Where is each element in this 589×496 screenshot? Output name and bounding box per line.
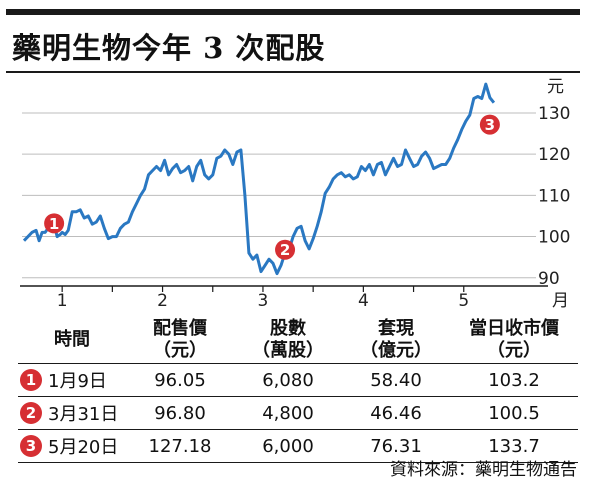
x-tick-label-1: 1: [57, 291, 68, 310]
badge-2-icon: 2: [20, 402, 42, 424]
source-note: 資料來源：藥明生物通告: [390, 460, 577, 480]
top-rule: [6, 9, 580, 15]
x-tick-label-3: 3: [258, 291, 269, 310]
cell-proceeds: 46.46: [342, 396, 450, 430]
table-header-row: 時間 配售價 （元） 股數 （萬股） 套現 （億元） 當日收市價 （元）: [18, 317, 578, 364]
cell-close: 133.7: [450, 429, 578, 463]
marker-1-icon: 1: [44, 213, 65, 234]
marker-label-2: 2: [280, 241, 290, 259]
cell-price: 127.18: [126, 429, 234, 463]
table-row: 1 1月9日 96.05 6,080 58.40 103.2: [18, 363, 578, 397]
y-tick-label-100: 100: [538, 228, 570, 248]
x-tick-label-4: 4: [358, 291, 369, 310]
header-shares: 股數 （萬股）: [252, 318, 324, 361]
title-rule: [6, 71, 580, 73]
table-row: 2 3月31日 96.80 4,800 46.46 100.5: [18, 396, 578, 430]
y-tick-label-120: 120: [538, 145, 570, 165]
cell-date: 3 5月20日: [18, 429, 126, 463]
chart-grid: [22, 112, 536, 279]
series-line-price: [22, 82, 496, 276]
cell-shares: 4,800: [234, 396, 342, 430]
placement-table: 時間 配售價 （元） 股數 （萬股） 套現 （億元） 當日收市價 （元） 1 1月9日 9…: [18, 317, 578, 463]
y-axis-unit: 元: [547, 77, 564, 97]
cell-shares: 6,000: [234, 429, 342, 463]
x-tick-label-5: 5: [458, 291, 469, 310]
cell-close: 100.5: [450, 396, 578, 430]
cell-close: 103.2: [450, 363, 578, 397]
marker-2-icon: 2: [275, 239, 296, 260]
table-row: 3 5月20日 127.18 6,000 76.31 133.7: [18, 429, 578, 463]
chart-markers: 1 2 3: [44, 114, 500, 260]
x-tick-label-2: 2: [157, 291, 168, 310]
cell-date: 1 1月9日: [18, 363, 126, 397]
cell-proceeds: 58.40: [342, 363, 450, 397]
x-axis-unit: 月: [552, 291, 569, 310]
cell-proceeds: 76.31: [342, 429, 450, 463]
header-close: 當日收市價 （元）: [469, 318, 559, 361]
y-tick-label-90: 90: [538, 269, 560, 289]
header-price: 配售價 （元）: [153, 318, 207, 361]
cell-price: 96.80: [126, 396, 234, 430]
y-tick-label-130: 130: [538, 104, 570, 124]
badge-3-icon: 3: [20, 435, 42, 457]
y-tick-label-110: 110: [538, 186, 570, 206]
cell-price: 96.05: [126, 363, 234, 397]
cell-date: 2 3月31日: [18, 396, 126, 430]
badge-1-icon: 1: [20, 369, 42, 391]
x-axis-ticks: 1 2 3 4 5: [57, 286, 469, 310]
y-axis-ticks: 90 100 110 120 130: [538, 104, 570, 289]
header-time: 時間: [54, 329, 90, 350]
header-proceeds: 套現 （億元）: [360, 318, 432, 361]
marker-label-1: 1: [49, 215, 59, 233]
marker-3-icon: 3: [479, 114, 500, 135]
page-title: 藥明生物今年 3 次配股: [12, 31, 326, 65]
cell-shares: 6,080: [234, 363, 342, 397]
marker-label-3: 3: [485, 116, 495, 134]
stock-line-chart: 90 100 110 120 130 元 1 2 3 4 5 月 1 2 3: [20, 77, 570, 310]
